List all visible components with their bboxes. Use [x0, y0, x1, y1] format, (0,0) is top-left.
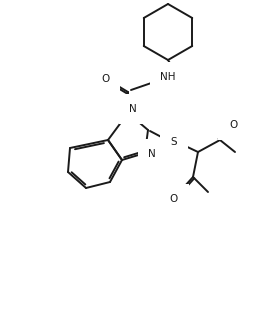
Text: N: N — [129, 104, 137, 114]
Text: O: O — [170, 194, 178, 204]
Text: NH: NH — [160, 72, 176, 82]
Text: N: N — [148, 149, 156, 159]
Text: O: O — [229, 120, 237, 130]
Text: O: O — [101, 74, 109, 84]
Text: S: S — [171, 137, 177, 147]
